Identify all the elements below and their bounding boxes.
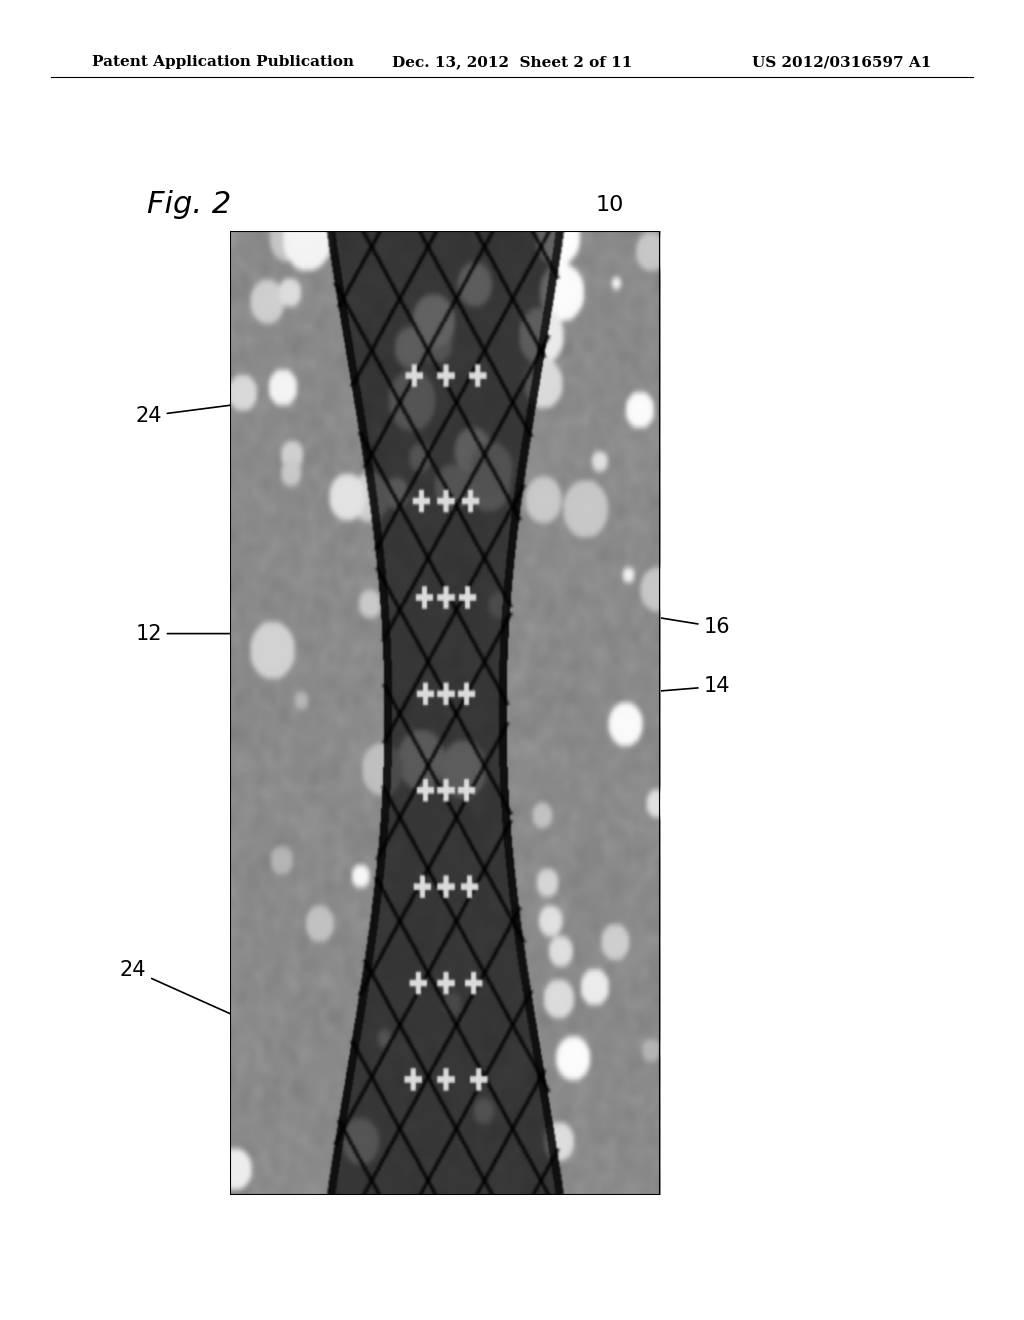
Text: 24: 24 bbox=[135, 403, 248, 426]
Text: 14: 14 bbox=[638, 676, 730, 697]
Text: 16: 16 bbox=[638, 614, 730, 638]
Text: 10: 10 bbox=[595, 194, 624, 215]
Bar bbox=[230, 231, 660, 1195]
Text: 12: 12 bbox=[135, 623, 248, 644]
Text: US 2012/0316597 A1: US 2012/0316597 A1 bbox=[753, 55, 932, 69]
Text: Dec. 13, 2012  Sheet 2 of 11: Dec. 13, 2012 Sheet 2 of 11 bbox=[392, 55, 632, 69]
Text: Patent Application Publication: Patent Application Publication bbox=[92, 55, 354, 69]
Text: 24: 24 bbox=[120, 960, 249, 1022]
Text: Fig. 2: Fig. 2 bbox=[147, 190, 231, 219]
